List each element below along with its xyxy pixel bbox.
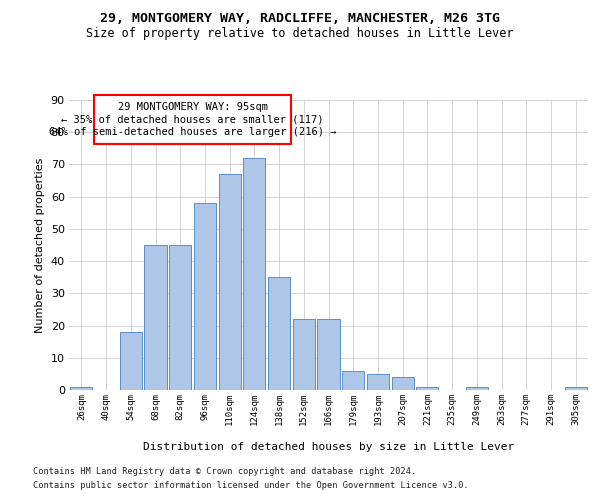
Bar (145, 245, 167, 390)
Bar (218, 174, 241, 390)
Y-axis label: Number of detached properties: Number of detached properties (35, 158, 45, 332)
Text: 29, MONTGOMERY WAY, RADCLIFFE, MANCHESTER, M26 3TG: 29, MONTGOMERY WAY, RADCLIFFE, MANCHESTE… (100, 12, 500, 26)
Bar (293, 319, 315, 390)
Bar (268, 277, 290, 390)
Bar (342, 370, 364, 390)
Bar (367, 374, 389, 390)
Text: Distribution of detached houses by size in Little Lever: Distribution of detached houses by size … (143, 442, 514, 452)
Bar (416, 387, 439, 390)
Bar (169, 245, 191, 390)
Bar (194, 203, 216, 390)
Text: Size of property relative to detached houses in Little Lever: Size of property relative to detached ho… (86, 28, 514, 40)
Bar (466, 387, 488, 390)
Text: Contains HM Land Registry data © Crown copyright and database right 2024.: Contains HM Land Registry data © Crown c… (33, 468, 416, 476)
Text: Contains public sector information licensed under the Open Government Licence v3: Contains public sector information licen… (33, 481, 469, 490)
Bar (119, 332, 142, 390)
Bar (565, 387, 587, 390)
Bar (70, 387, 92, 390)
Bar (317, 319, 340, 390)
Bar (392, 377, 414, 390)
Bar (243, 158, 265, 390)
Text: 64% of semi-detached houses are larger (216) →: 64% of semi-detached houses are larger (… (49, 128, 337, 138)
Text: ← 35% of detached houses are smaller (117): ← 35% of detached houses are smaller (11… (61, 114, 324, 124)
Text: 29 MONTGOMERY WAY: 95sqm: 29 MONTGOMERY WAY: 95sqm (118, 102, 268, 112)
FancyBboxPatch shape (94, 95, 292, 144)
